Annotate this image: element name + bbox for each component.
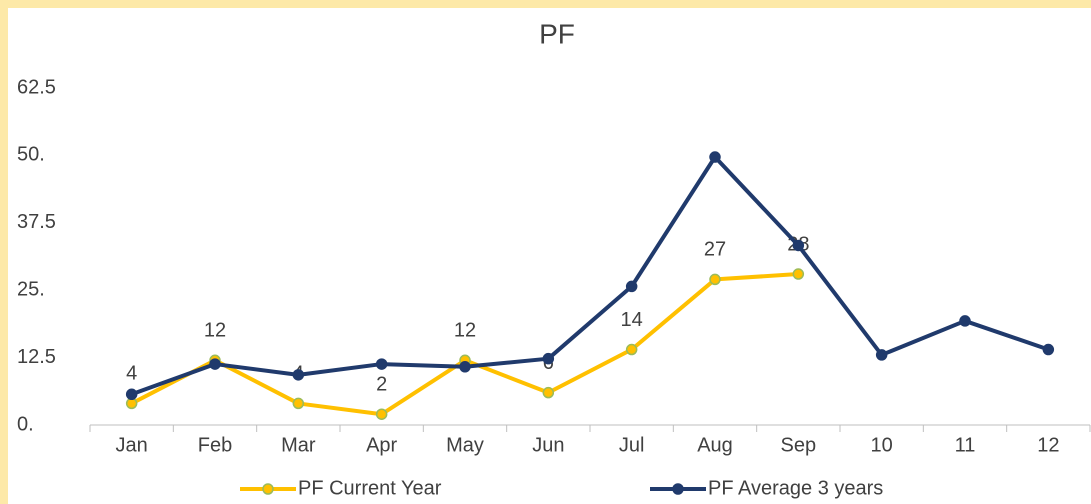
series-marker bbox=[792, 239, 805, 252]
series-marker bbox=[292, 397, 305, 410]
series-marker bbox=[709, 273, 721, 286]
data-label: 12 bbox=[454, 320, 476, 342]
data-label: 2 bbox=[376, 373, 387, 395]
series-marker bbox=[542, 386, 555, 399]
series-marker bbox=[375, 358, 388, 370]
chart-title: PF bbox=[539, 18, 575, 49]
data-label: 12 bbox=[204, 320, 226, 342]
series-marker bbox=[292, 369, 305, 381]
series-marker bbox=[542, 352, 555, 365]
y-tick-label: 50. bbox=[17, 144, 45, 166]
series-line bbox=[130, 155, 1049, 397]
x-tick-label: Feb bbox=[198, 434, 232, 456]
y-tick-label: 37.5 bbox=[17, 211, 56, 233]
series-marker bbox=[792, 268, 805, 280]
y-tick-label: 0. bbox=[17, 413, 34, 435]
x-tick-label: Apr bbox=[366, 434, 397, 456]
x-tick-label: 12 bbox=[1037, 434, 1059, 456]
x-tick-label: Mar bbox=[281, 434, 316, 456]
x-tick-label: 10 bbox=[871, 434, 893, 456]
x-tick-label: Jul bbox=[619, 434, 645, 456]
data-label: 27 bbox=[704, 239, 726, 261]
y-tick-label: 12.5 bbox=[17, 346, 56, 368]
series-marker bbox=[1042, 343, 1055, 356]
x-tick-label: Jan bbox=[116, 434, 148, 456]
legend-marker bbox=[672, 483, 684, 495]
series-marker bbox=[625, 343, 638, 356]
legend-marker bbox=[262, 483, 274, 495]
legend-label: PF Current Year bbox=[298, 477, 442, 499]
series-marker bbox=[375, 408, 388, 420]
x-tick-label: Jun bbox=[532, 434, 564, 456]
series-marker bbox=[459, 361, 471, 373]
data-label: 4 bbox=[126, 363, 137, 385]
legend-label: PF Average 3 years bbox=[708, 477, 883, 499]
series-marker bbox=[625, 280, 638, 293]
series-marker bbox=[875, 349, 888, 361]
y-tick-label: 25. bbox=[17, 278, 45, 300]
data-label: 14 bbox=[621, 309, 643, 331]
chart-area bbox=[8, 8, 1091, 504]
series-marker bbox=[209, 358, 221, 370]
y-tick-label: 62.5 bbox=[17, 76, 56, 98]
series-marker bbox=[125, 388, 138, 401]
x-tick-label: May bbox=[446, 434, 484, 456]
x-tick-label: Aug bbox=[697, 434, 733, 456]
x-tick-label: 11 bbox=[955, 434, 976, 456]
series-marker bbox=[709, 151, 721, 163]
series-marker bbox=[959, 315, 971, 327]
x-tick-label: Sep bbox=[781, 434, 817, 456]
